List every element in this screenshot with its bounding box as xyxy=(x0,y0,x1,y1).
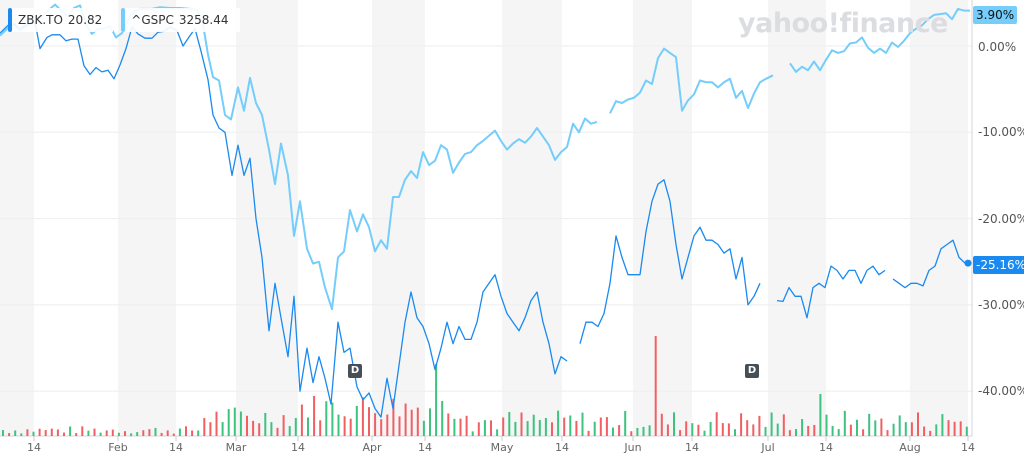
y-tick-label: -30.00% xyxy=(978,298,1024,312)
gspc-change-badge: 3.90% xyxy=(973,6,1018,24)
x-tick-label: 14 xyxy=(418,441,432,454)
x-tick-label: Aug xyxy=(899,441,921,454)
x-tick-label: 14 xyxy=(555,441,569,454)
x-tick-label: 14 xyxy=(685,441,699,454)
x-tick-label: Jul xyxy=(761,441,775,454)
y-tick-label: -40.00% xyxy=(978,384,1024,398)
x-tick-label: 14 xyxy=(169,441,183,454)
legend-symbol: ZBK.TO xyxy=(18,13,63,27)
dividend-marker[interactable]: D xyxy=(348,364,362,378)
zbk-change-badge: -25.16% xyxy=(973,256,1024,274)
x-tick-label: Feb xyxy=(108,441,128,454)
y-tick-label: -20.00% xyxy=(978,212,1024,226)
dividend-marker[interactable]: D xyxy=(745,364,759,378)
x-tick-label: 14 xyxy=(961,441,975,454)
y-tick-label: -10.00% xyxy=(978,125,1024,139)
x-tick-label: May xyxy=(490,441,514,454)
yahoo-finance-watermark: yahoo!finance xyxy=(738,8,948,39)
legend-value: 3258.44 xyxy=(178,13,229,27)
legend-swatch-zbk xyxy=(8,8,12,32)
x-tick-label: Jun xyxy=(624,441,642,454)
legend-item-gspc[interactable]: ^GSPC 3258.44 xyxy=(121,8,240,32)
x-tick-label: 14 xyxy=(27,441,41,454)
chart-legend: ZBK.TO 20.82 ^GSPC 3258.44 xyxy=(8,8,240,32)
y-tick-label: 0.00% xyxy=(978,40,1017,54)
x-tick-label: Apr xyxy=(362,441,382,454)
x-tick-label: 14 xyxy=(819,441,833,454)
x-tick-label: 14 xyxy=(291,441,305,454)
x-tick-label: Mar xyxy=(225,441,247,454)
legend-symbol: ^GSPC xyxy=(131,13,174,27)
legend-item-zbk[interactable]: ZBK.TO 20.82 xyxy=(8,8,114,32)
legend-swatch-gspc xyxy=(121,8,126,32)
legend-value: 20.82 xyxy=(67,13,103,27)
